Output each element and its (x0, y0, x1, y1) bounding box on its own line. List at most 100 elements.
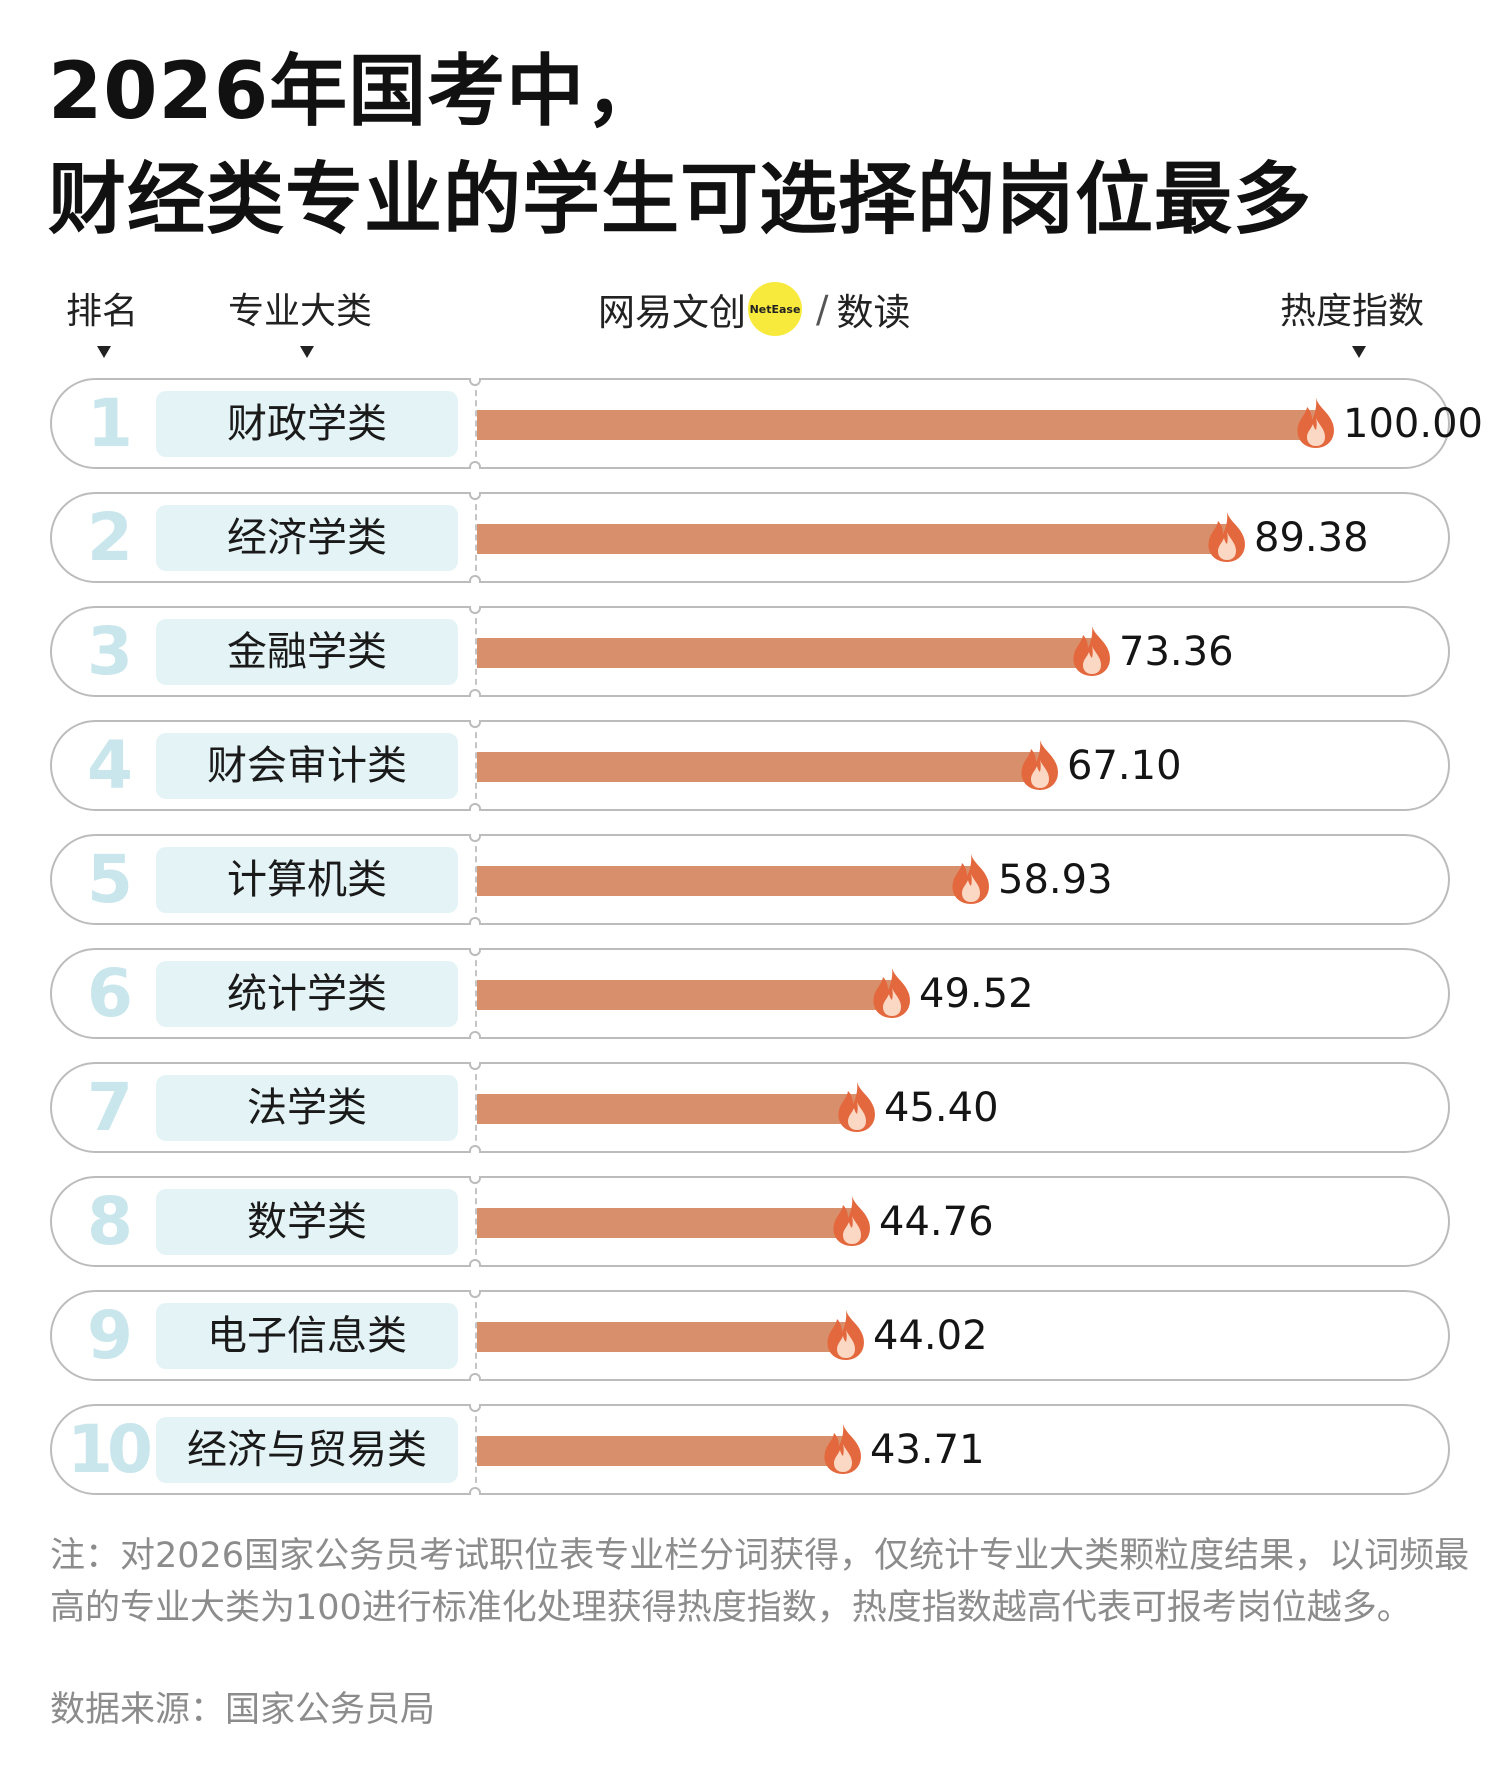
rank-number: 9 (87, 1297, 133, 1374)
index-header: 热度指数 (1280, 291, 1425, 332)
chart-row: 3 金融学类 73.36 (50, 606, 1450, 697)
ticket-notch (469, 1290, 481, 1298)
value-label: 73.36 (1119, 629, 1234, 675)
category-label: 数学类 (156, 1189, 458, 1255)
chart-row: 9 电子信息类 44.02 (50, 1290, 1450, 1381)
row-divider (475, 1406, 477, 1493)
value-label: 49.52 (919, 971, 1034, 1017)
bar (477, 410, 1317, 440)
ticket-notch (469, 1404, 481, 1412)
value-label: 43.71 (870, 1427, 985, 1473)
ticket-notch (469, 1373, 481, 1381)
title-line-2: 财经类专业的学生可选择的岗位最多 (48, 155, 1313, 245)
ticket-notch (469, 1145, 481, 1153)
rank-number: 6 (87, 955, 133, 1032)
chart-row: 5 计算机类 58.93 (50, 834, 1450, 925)
category-label: 统计学类 (156, 961, 458, 1027)
category-label: 金融学类 (156, 619, 458, 685)
brand-name: 网易文创 (598, 291, 746, 334)
rank-number: 4 (87, 727, 133, 804)
category-label: 电子信息类 (156, 1303, 458, 1369)
value-label: 100.00 (1343, 401, 1483, 447)
row-divider (475, 950, 477, 1037)
value-label: 58.93 (998, 857, 1113, 903)
row-divider (475, 1178, 477, 1265)
flame-icon (833, 1196, 870, 1246)
row-divider (475, 836, 477, 923)
ticket-notch (469, 917, 481, 925)
major-header: 专业大类 (228, 291, 373, 332)
chart-row: 4 财会审计类 67.10 (50, 720, 1450, 811)
brand-logo: 网易文创 NetEase / 数读 (598, 279, 910, 339)
bar (477, 1094, 858, 1124)
rank-number: 7 (87, 1069, 133, 1146)
rank-number: 8 (87, 1183, 133, 1260)
chart-row: 1 财政学类 100.00 (50, 378, 1483, 469)
chart-row: 6 统计学类 49.52 (50, 948, 1450, 1039)
ticket-notch (469, 461, 481, 469)
flame-icon (838, 1082, 875, 1132)
value-label: 67.10 (1067, 743, 1182, 789)
chart-row: 8 数学类 44.76 (50, 1176, 1450, 1267)
bar (477, 524, 1228, 554)
bar (477, 980, 893, 1010)
flame-icon (873, 968, 910, 1018)
brand-separator: / (816, 287, 829, 331)
page-title: 2026年国考中， 财经类专业的学生可选择的岗位最多 (48, 38, 1468, 254)
ticket-notch (469, 689, 481, 697)
ticket-notch (469, 378, 481, 386)
rank-number: 1 (87, 385, 133, 462)
row-divider (475, 608, 477, 695)
major-header-arrow-icon (300, 346, 314, 358)
ticket-notch (469, 720, 481, 728)
rank-header: 排名 (66, 291, 139, 332)
ticket-notch (469, 575, 481, 583)
ticket-notch (469, 803, 481, 811)
rank-number: 2 (87, 499, 133, 576)
title-line-1: 2026年国考中， (48, 47, 665, 137)
rank-number: 3 (87, 613, 133, 690)
value-label: 89.38 (1254, 515, 1369, 561)
bar (477, 1208, 853, 1238)
brand-sub: 数读 (836, 291, 911, 334)
category-label: 财政学类 (156, 391, 458, 457)
ticket-notch (469, 1176, 481, 1184)
flame-icon (1021, 740, 1058, 790)
value-label: 44.02 (873, 1313, 988, 1359)
ticket-notch (469, 1031, 481, 1039)
value-label: 44.76 (879, 1199, 994, 1245)
flame-icon (952, 854, 989, 904)
row-divider (475, 1292, 477, 1379)
category-label: 法学类 (156, 1075, 458, 1141)
ticket-notch (469, 1487, 481, 1495)
index-header-arrow-icon (1352, 346, 1366, 358)
ticket-notch (469, 606, 481, 614)
category-label: 经济与贸易类 (156, 1417, 458, 1483)
flame-icon (824, 1424, 861, 1474)
flame-icon (1208, 512, 1245, 562)
value-label: 45.40 (884, 1085, 999, 1131)
chart-row: 2 经济学类 89.38 (50, 492, 1450, 583)
bar (477, 1436, 844, 1466)
rank-number: 10 (67, 1411, 153, 1488)
ticket-notch (469, 834, 481, 842)
flame-icon (827, 1310, 864, 1360)
chart-row: 10 经济与贸易类 43.71 (50, 1404, 1450, 1495)
category-label: 计算机类 (156, 847, 458, 913)
flame-icon (1073, 626, 1110, 676)
data-source: 数据来源：国家公务员局 (50, 1690, 436, 1730)
bar (477, 1322, 847, 1352)
rank-header-arrow-icon (97, 346, 111, 358)
footnote: 注：对2026国家公务员考试职位表专业栏分词获得，仅统计专业大类颗粒度结果，以词… (50, 1536, 1470, 1628)
bar (477, 866, 972, 896)
chart-row: 7 法学类 45.40 (50, 1062, 1450, 1153)
row-divider (475, 1064, 477, 1151)
netease-badge-icon: NetEase (748, 282, 802, 336)
row-divider (475, 380, 477, 467)
row-divider (475, 494, 477, 581)
flame-icon (1297, 398, 1334, 448)
bar (477, 638, 1093, 668)
ticket-notch (469, 1259, 481, 1267)
row-divider (475, 722, 477, 809)
rank-number: 5 (87, 841, 133, 918)
